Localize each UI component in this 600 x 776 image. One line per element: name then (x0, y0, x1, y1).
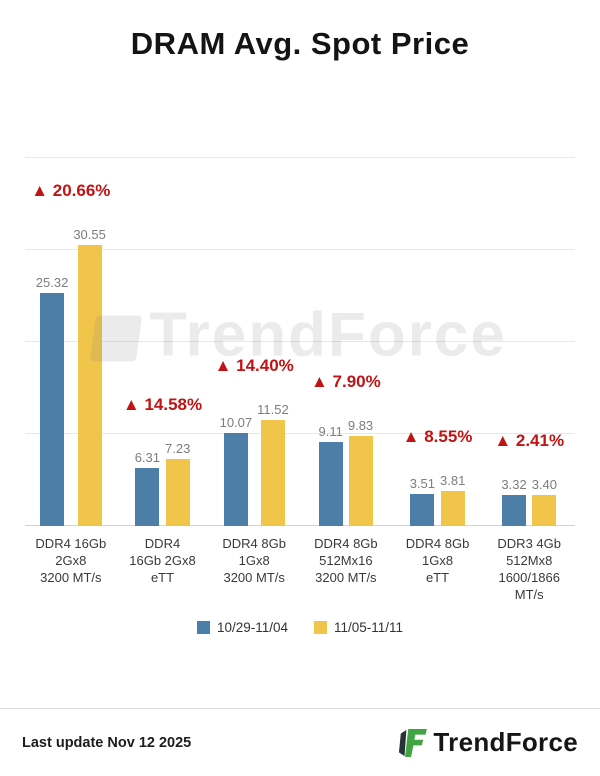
legend-label-week2: 11/05-11/11 (334, 619, 404, 635)
change-badge: ▲ 14.40% (214, 356, 294, 376)
trendforce-logo-icon (399, 728, 428, 757)
bar (502, 495, 527, 526)
category-label: DDR4 16Gb 2Gx8 eTT (129, 536, 196, 585)
value-label: 10.07 (219, 415, 253, 431)
bar (410, 493, 435, 526)
value-label: 25.32 (35, 275, 69, 291)
bar (40, 293, 65, 526)
chart-area: TrendForce ▲ 20.66% 25.32 30.55 ▲ 14.58% 6.3… (25, 157, 575, 526)
bar (532, 494, 557, 526)
change-badge: ▲ 7.90% (310, 371, 381, 391)
change-badge: ▲ 20.66% (31, 180, 111, 200)
bar-group: ▲ 8.55% 3.51 3.81 (392, 158, 484, 526)
gridline (25, 341, 575, 342)
value-label: 7.23 (165, 441, 191, 457)
bar-column: 3.51 (410, 476, 435, 526)
bar (165, 459, 190, 526)
change-badge: ▲ 14.58% (122, 395, 203, 415)
bar (77, 244, 102, 526)
bar (318, 442, 343, 526)
bar-group: ▲ 20.66% 25.32 30.55 (25, 158, 117, 526)
bar-column: 25.32 (35, 275, 69, 526)
legend-swatch-yellow (314, 620, 327, 634)
change-badge: ▲ 2.41% (494, 430, 565, 450)
category-axis: DDR4 16Gb 2Gx8 3200 MT/s DDR4 16Gb 2Gx8 e… (25, 536, 575, 604)
value-label: 3.51 (409, 475, 436, 491)
value-label: 6.31 (134, 449, 160, 465)
bar (223, 433, 248, 526)
bar-column: 3.81 (440, 473, 465, 526)
value-label: 9.83 (347, 417, 374, 433)
bar-column: 10.07 (219, 415, 253, 526)
legend-item-week2: 11/05-11/11 (314, 620, 403, 635)
bar (440, 490, 465, 526)
legend-item-week1: 10/29-11/04 (196, 619, 288, 635)
bar-group: ▲ 14.58% 6.31 7.23 (117, 158, 209, 526)
gridline (25, 249, 575, 250)
bar (260, 420, 285, 526)
value-label: 3.32 (501, 477, 527, 493)
legend-swatch-blue (196, 620, 210, 634)
category-label: DDR4 16Gb 2Gx8 3200 MT/s (35, 536, 107, 585)
value-label: 3.40 (531, 476, 557, 492)
bar-column: 3.40 (532, 477, 557, 526)
bar-column: 9.83 (348, 418, 373, 526)
value-label: 11.52 (257, 402, 289, 418)
last-update-text: Last update Nov 12 2025 (22, 734, 192, 751)
bar-group: ▲ 14.40% 10.07 11.52 (208, 158, 300, 526)
bar (135, 467, 160, 526)
footer: Last update Nov 12 2025 TrendForce (0, 708, 600, 776)
bar-groups: ▲ 20.66% 25.32 30.55 ▲ 14.58% 6.31 7.23 ▲ 14.4… (25, 158, 575, 526)
bar (348, 435, 373, 526)
page-title: DRAM Avg. Spot Price (130, 26, 470, 61)
value-label: 9.11 (318, 424, 343, 440)
trendforce-logo: TrendForce (397, 727, 578, 758)
gridline (25, 525, 575, 526)
gridline (25, 157, 575, 158)
category-label: DDR4 8Gb 1Gx8 eTT (405, 536, 470, 585)
bar-column: 3.32 (501, 477, 527, 526)
bar-column: 11.52 (257, 402, 289, 526)
bar-group: ▲ 7.90% 9.11 9.83 (300, 158, 392, 526)
bar-group: ▲ 2.41% 3.32 3.40 (483, 158, 575, 526)
value-label: 3.81 (440, 472, 466, 488)
value-label: 30.55 (73, 226, 106, 242)
bar-column: 7.23 (165, 441, 190, 526)
trendforce-logo-text: TrendForce (433, 727, 578, 757)
legend: 10/29-11/04 11/05-11/11 (0, 620, 600, 635)
change-badge: ▲ 8.55% (402, 426, 473, 446)
bar-column: 6.31 (135, 450, 160, 526)
bar-column: 30.55 (73, 227, 106, 526)
category-label: DDR4 8Gb 1Gx8 3200 MT/s (222, 536, 286, 585)
gridline (25, 433, 575, 434)
legend-label-week1: 10/29-11/04 (216, 619, 288, 635)
category-label: DDR3 4Gb 512Mx8 1600/1866 MT/s (497, 536, 561, 602)
bar-column: 9.11 (319, 424, 343, 526)
category-label: DDR4 8Gb 512Mx16 3200 MT/s (314, 536, 378, 585)
